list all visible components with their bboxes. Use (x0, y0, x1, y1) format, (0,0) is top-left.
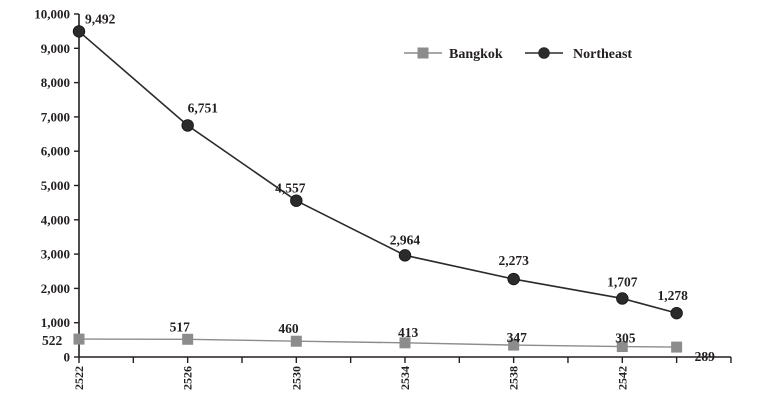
data-label-northeast: 1,278 (657, 288, 688, 303)
bangkok-marker (616, 341, 628, 353)
data-label-northeast: 2,964 (390, 232, 421, 247)
data-label-bangkok: 522 (42, 333, 63, 348)
northeast-marker (616, 292, 629, 305)
data-label-bangkok: 460 (278, 321, 299, 336)
legend: Bangkok Northeast (404, 47, 632, 62)
x-tick-label: 2522 (72, 366, 86, 390)
data-label-bangkok: 347 (507, 330, 528, 345)
data-label-northeast: 1,707 (607, 274, 638, 289)
data-label-bangkok: 413 (398, 325, 419, 340)
northeast-marker (507, 272, 520, 286)
x-tick-label: 2526 (181, 366, 195, 390)
northeast-marker (670, 306, 683, 320)
northeast-marker (290, 194, 303, 207)
legend-marker-northeast (538, 47, 550, 59)
bangkok-marker (508, 339, 520, 351)
x-tick-label: 2534 (398, 366, 412, 390)
x-tick-label: 2530 (289, 366, 303, 390)
axes: 0 1,000 2,000 3,000 4,000 5,000 6,000 7,000 8,00… (34, 7, 732, 390)
x-tick-label: 2538 (507, 366, 521, 390)
data-label-bangkok: 289 (695, 349, 716, 364)
northeast-marker (181, 119, 194, 132)
y-tick-label: 9,000 (41, 41, 70, 56)
series-line-bangkok (78, 338, 677, 348)
y-tick-label: 3,000 (41, 247, 70, 262)
y-tick-label: 5,000 (41, 178, 70, 193)
northeast-marker (398, 249, 412, 262)
series-layer (72, 25, 683, 353)
northeast-marker (72, 25, 86, 38)
y-tick-label: 7,000 (41, 109, 70, 124)
y-tick-label: 4,000 (41, 212, 70, 227)
x-tick-label: 2542 (615, 366, 629, 390)
legend-label-northeast: Northeast (573, 47, 632, 62)
data-labels: 522 517 460 413 347 305 289 9,492 6,751 4,557 2,96… (42, 11, 715, 364)
data-label-bangkok: 305 (615, 331, 636, 346)
series-line-northeast (78, 30, 677, 314)
bangkok-marker (290, 335, 302, 347)
y-tick-label: 2,000 (41, 281, 70, 296)
y-tick-label: 10,000 (34, 7, 70, 22)
y-tick-label: 8,000 (41, 75, 70, 90)
y-tick-label: 1,000 (41, 315, 70, 330)
data-label-northeast: 6,751 (188, 100, 219, 115)
y-tick-label: 6,000 (41, 144, 70, 159)
bangkok-marker (671, 341, 683, 353)
data-label-northeast: 9,492 (85, 11, 116, 26)
data-label-northeast: 2,273 (498, 253, 529, 268)
bangkok-marker (73, 333, 85, 345)
y-tick-label: 0 (64, 350, 71, 365)
data-label-northeast: 4,557 (275, 181, 306, 196)
legend-marker-bangkok (417, 47, 429, 59)
bangkok-marker (182, 333, 194, 345)
bangkok-marker (399, 337, 411, 349)
legend-label-bangkok: Bangkok (449, 47, 503, 62)
data-label-bangkok: 517 (170, 319, 191, 334)
